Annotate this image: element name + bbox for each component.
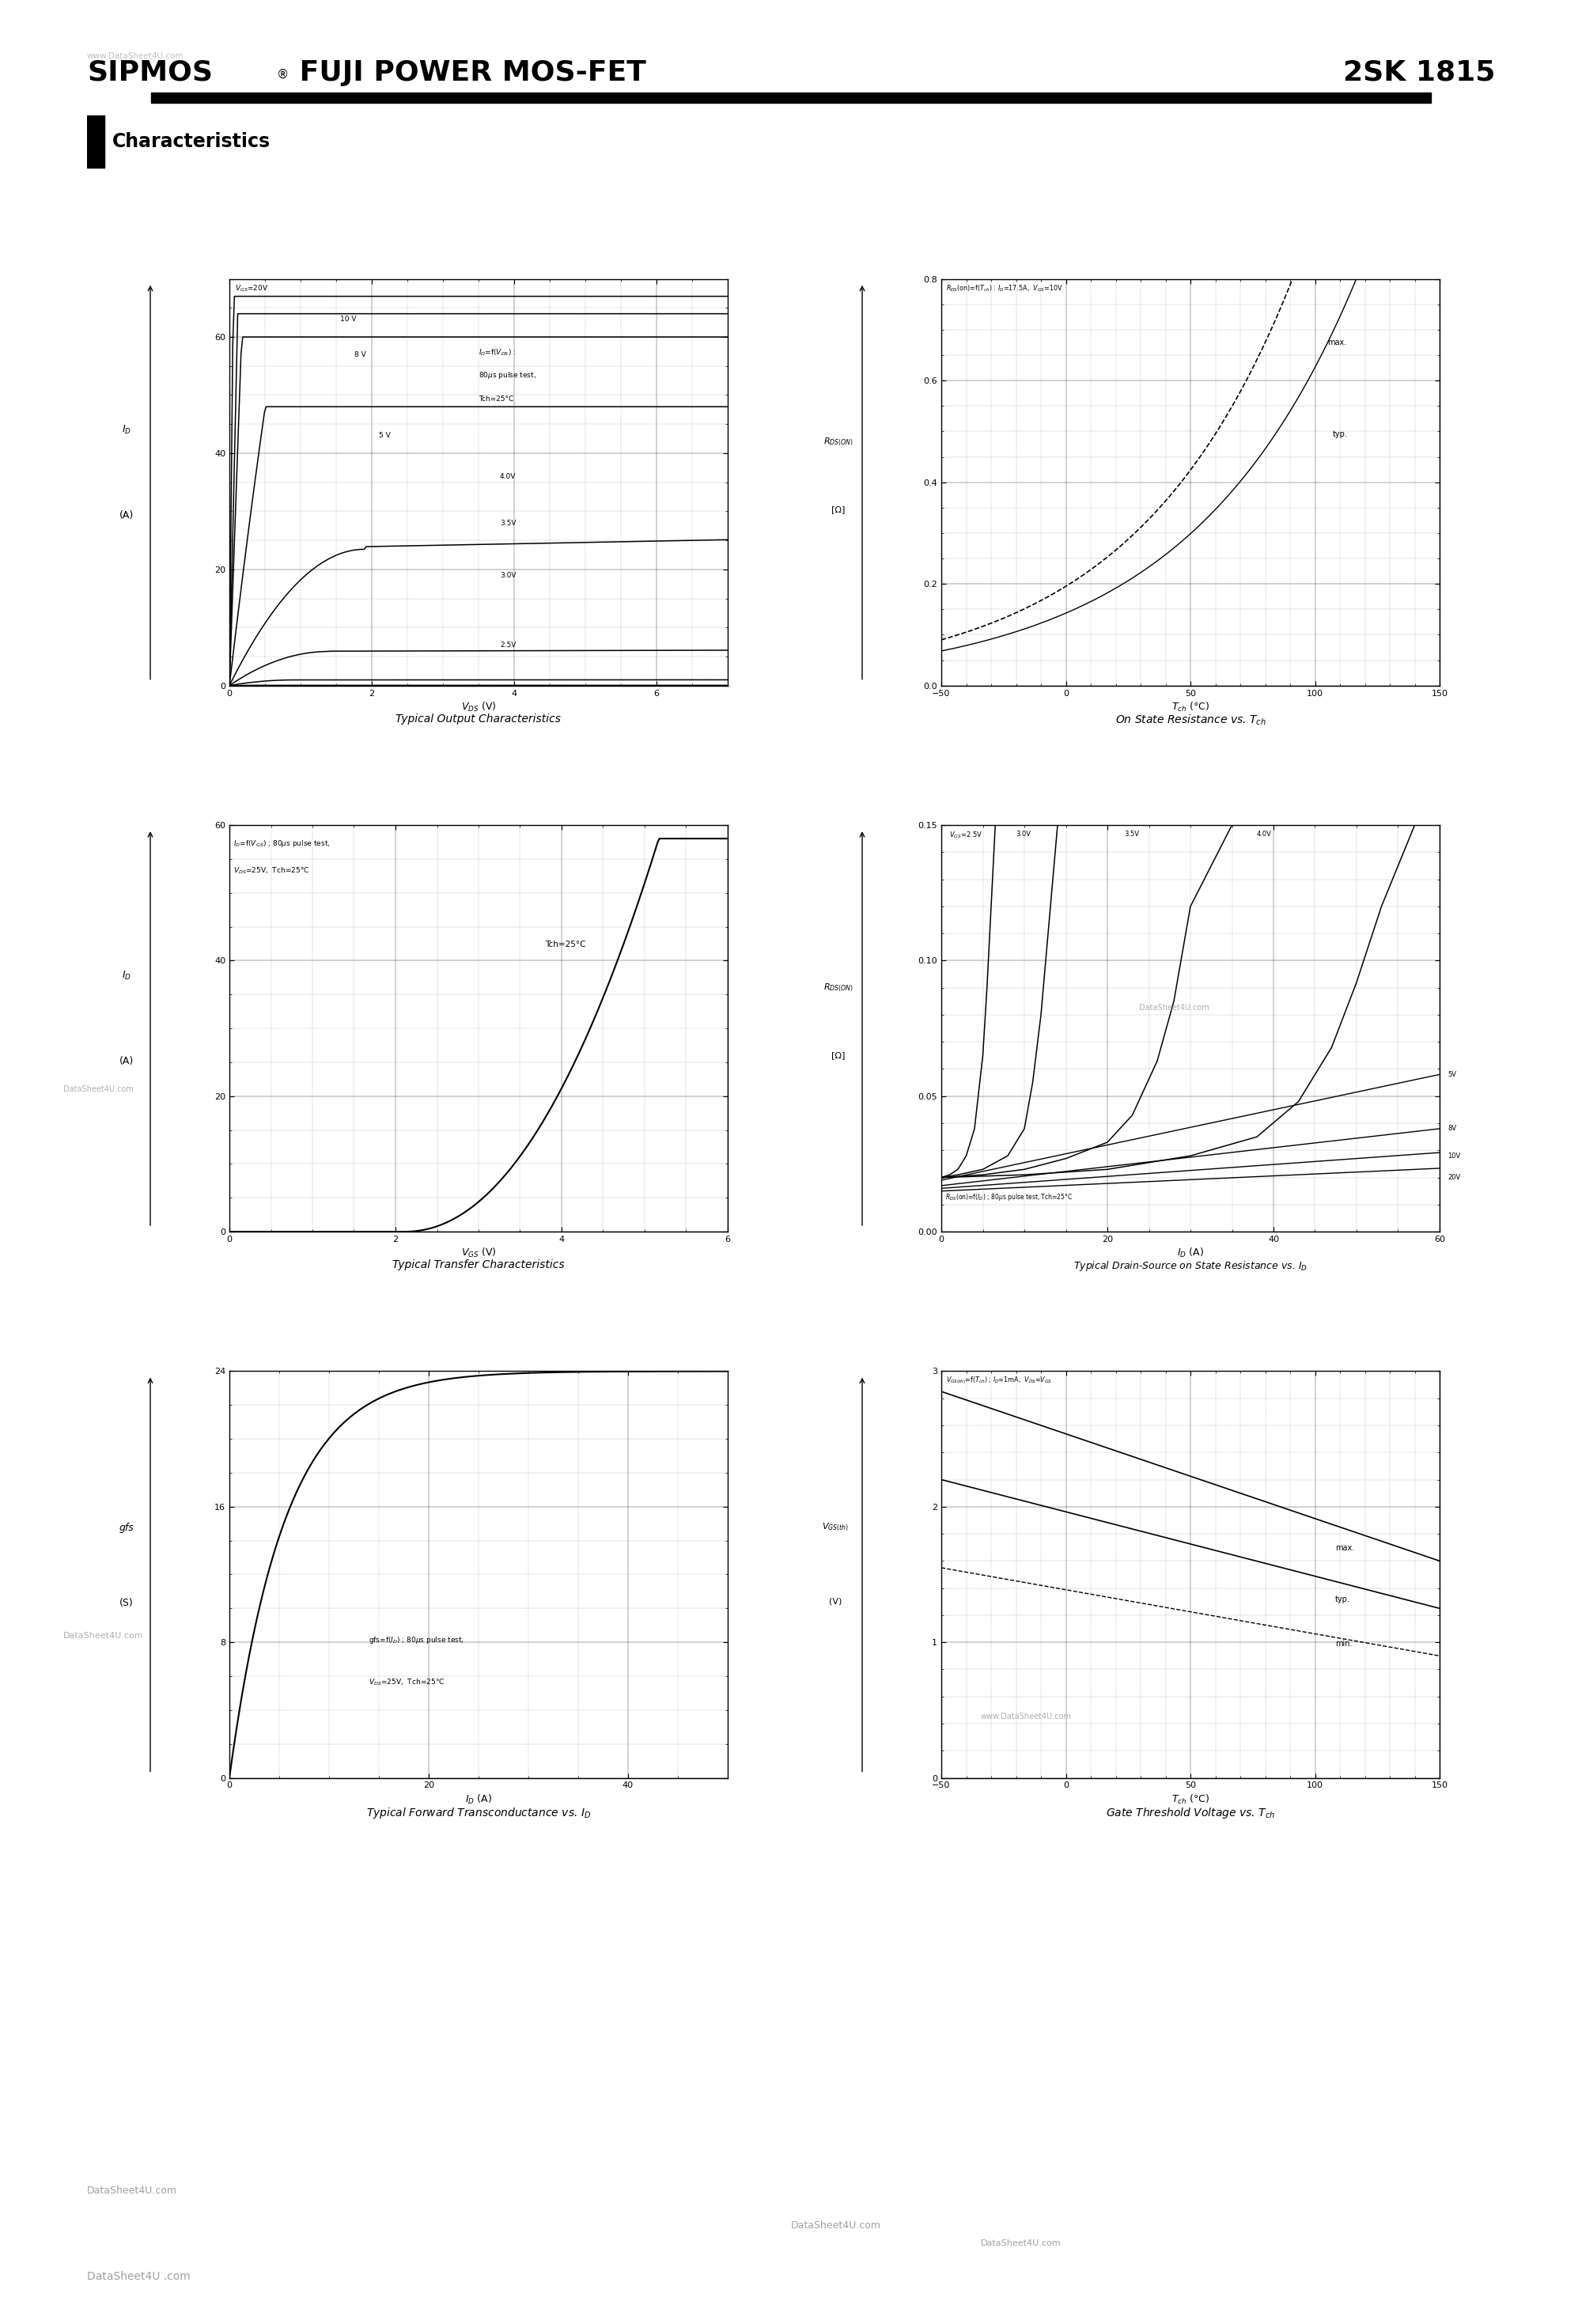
Text: $R_{DS(ON)}$: $R_{DS(ON)}$ xyxy=(823,983,854,995)
Text: max.: max. xyxy=(1327,339,1346,346)
Text: [Ω]: [Ω] xyxy=(832,507,845,514)
Text: $V_{DS}$=25V,  Tch=25°C: $V_{DS}$=25V, Tch=25°C xyxy=(369,1678,445,1687)
Text: 3.5V: 3.5V xyxy=(500,518,516,528)
X-axis label: $T_{ch}$ (°C): $T_{ch}$ (°C) xyxy=(1172,700,1209,713)
Text: On State Resistance vs. $T_{ch}$: On State Resistance vs. $T_{ch}$ xyxy=(1115,713,1266,727)
Text: www.DataSheet4U.com: www.DataSheet4U.com xyxy=(981,1713,1071,1720)
Text: 3.0V: 3.0V xyxy=(500,572,516,579)
Text: $R_{DS(ON)}$: $R_{DS(ON)}$ xyxy=(823,437,854,449)
Text: 4.0V: 4.0V xyxy=(500,472,516,481)
Text: ®: ® xyxy=(277,67,290,79)
Text: 8 V: 8 V xyxy=(354,351,365,358)
Text: 2SK 1815: 2SK 1815 xyxy=(1343,58,1495,86)
Text: Characteristics: Characteristics xyxy=(112,132,271,151)
Text: $I_D$=f($V_{GS}$) ; 80$\mu$s pulse test,: $I_D$=f($V_{GS}$) ; 80$\mu$s pulse test, xyxy=(234,839,331,848)
Text: FUJI POWER MOS-FET: FUJI POWER MOS-FET xyxy=(290,58,645,86)
Text: 20V: 20V xyxy=(1448,1174,1460,1181)
Text: 4.0V: 4.0V xyxy=(1256,830,1272,837)
Text: (A): (A) xyxy=(119,511,134,521)
Text: Typical Drain-Source on State Resistance vs. $I_D$: Typical Drain-Source on State Resistance… xyxy=(1073,1260,1308,1274)
Text: $V_{DS}$=25V,  Tch=25°C: $V_{DS}$=25V, Tch=25°C xyxy=(234,867,310,876)
Text: DataSheet4U .com: DataSheet4U .com xyxy=(87,2271,190,2282)
Text: $V_{GS}$=20V: $V_{GS}$=20V xyxy=(236,284,269,293)
Text: Typical Transfer Characteristics: Typical Transfer Characteristics xyxy=(392,1260,565,1271)
Text: gfs=f($I_D$) ; 80$\mu$s pulse test,: gfs=f($I_D$) ; 80$\mu$s pulse test, xyxy=(369,1636,465,1645)
Text: (A): (A) xyxy=(119,1057,134,1067)
Text: 80$\mu$s pulse test,: 80$\mu$s pulse test, xyxy=(478,370,536,381)
Text: DataSheet4U.com: DataSheet4U.com xyxy=(791,2222,881,2231)
Text: typ.: typ. xyxy=(1335,1594,1349,1604)
Text: $V_{GS}$=2.5V: $V_{GS}$=2.5V xyxy=(949,830,982,841)
X-axis label: $I_D$ (A): $I_D$ (A) xyxy=(1177,1246,1204,1260)
Text: Tch=25°C: Tch=25°C xyxy=(544,941,585,948)
Text: DataSheet4U.com: DataSheet4U.com xyxy=(87,2187,177,2196)
Text: [Ω]: [Ω] xyxy=(832,1050,845,1060)
Text: max.: max. xyxy=(1335,1543,1354,1552)
Text: 10 V: 10 V xyxy=(340,316,356,323)
Text: Typical Output Characteristics: Typical Output Characteristics xyxy=(396,713,562,725)
Text: $I_D$: $I_D$ xyxy=(122,969,131,983)
Text: $I_D$=f($V_{DS}$) :: $I_D$=f($V_{DS}$) : xyxy=(478,346,516,358)
Text: DataSheet4U.com: DataSheet4U.com xyxy=(63,1085,133,1092)
Text: DataSheet4U.com: DataSheet4U.com xyxy=(1139,1004,1209,1011)
Text: Typical Forward Transconductance vs. $I_D$: Typical Forward Transconductance vs. $I_… xyxy=(365,1806,592,1820)
Text: 8V: 8V xyxy=(1448,1125,1457,1132)
Text: $I_D$: $I_D$ xyxy=(122,423,131,437)
Text: $R_{DS}$(on)=f($I_D$) ; 80$\mu$s pulse test, Tch=25°C: $R_{DS}$(on)=f($I_D$) ; 80$\mu$s pulse t… xyxy=(946,1192,1073,1202)
Text: $V_{GS(th)}$=f($T_{ch}$) ; $I_D$=1mA,  $V_{DS}$=$V_{GS}$: $V_{GS(th)}$=f($T_{ch}$) ; $I_D$=1mA, $V… xyxy=(946,1376,1052,1385)
X-axis label: $V_{DS}$ (V): $V_{DS}$ (V) xyxy=(460,700,497,713)
X-axis label: $I_D$ (A): $I_D$ (A) xyxy=(465,1792,492,1806)
Bar xyxy=(87,116,104,167)
Text: Tch=25°C: Tch=25°C xyxy=(478,395,514,402)
Text: 3.0V: 3.0V xyxy=(1016,830,1031,837)
Text: min.: min. xyxy=(1335,1641,1353,1648)
Text: 5V: 5V xyxy=(1448,1071,1457,1078)
Text: Gate Threshold Voltage vs. $T_{ch}$: Gate Threshold Voltage vs. $T_{ch}$ xyxy=(1106,1806,1275,1820)
Text: (S): (S) xyxy=(120,1599,133,1608)
Text: 5 V: 5 V xyxy=(380,432,391,439)
X-axis label: $V_{GS}$ (V): $V_{GS}$ (V) xyxy=(460,1246,497,1260)
Text: www.DataSheet4U.com: www.DataSheet4U.com xyxy=(87,53,184,60)
Text: DataSheet4U.com: DataSheet4U.com xyxy=(981,2240,1062,2247)
Text: 3.5V: 3.5V xyxy=(1123,830,1139,837)
Text: SIPMOS: SIPMOS xyxy=(87,58,212,86)
X-axis label: $T_{ch}$ (°C): $T_{ch}$ (°C) xyxy=(1172,1792,1209,1806)
Text: $R_{DS}$(on)=f($T_{ch}$) : $I_D$=17.5A,  $V_{GS}$=10V: $R_{DS}$(on)=f($T_{ch}$) : $I_D$=17.5A, … xyxy=(946,284,1063,293)
Text: 10V: 10V xyxy=(1448,1153,1460,1160)
Text: $V_{GS(th)}$: $V_{GS(th)}$ xyxy=(823,1522,848,1534)
Text: 2.5V: 2.5V xyxy=(500,641,516,648)
Text: gfs: gfs xyxy=(119,1522,134,1534)
Text: typ.: typ. xyxy=(1332,430,1348,437)
Text: DataSheet4U.com: DataSheet4U.com xyxy=(63,1631,144,1638)
Text: (V): (V) xyxy=(829,1599,842,1606)
